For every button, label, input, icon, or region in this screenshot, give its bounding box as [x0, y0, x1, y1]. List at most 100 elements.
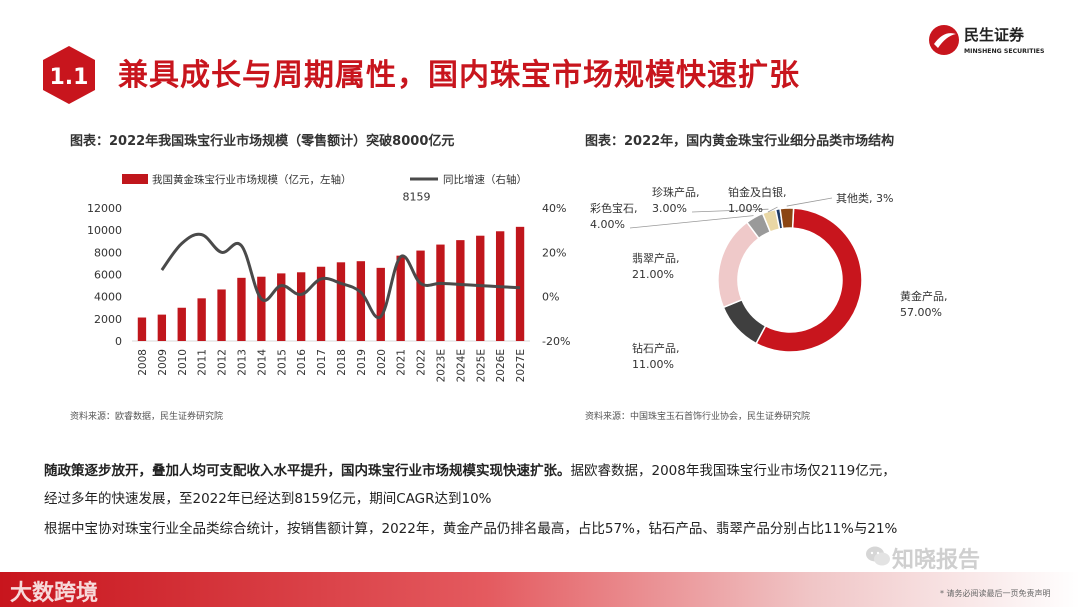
bar	[376, 267, 385, 341]
y-right-tick-label: -20%	[542, 335, 570, 348]
slice-label: 珍珠产品,	[652, 185, 700, 199]
bar	[316, 266, 326, 341]
y-right-tick-label: 20%	[542, 246, 566, 259]
bar	[336, 262, 346, 341]
x-tick-label: 2013	[236, 349, 248, 376]
bar	[296, 272, 306, 341]
bar	[356, 261, 366, 341]
slice-value-label: 11.00%	[632, 358, 674, 371]
x-tick-label: 2016	[296, 349, 308, 376]
x-tick-label: 2010	[177, 349, 189, 376]
chart1-title: 图表：2022年我国珠宝行业市场规模（零售额计）突破8000亿元	[70, 134, 455, 149]
donut-slice	[755, 207, 863, 353]
bar	[237, 277, 246, 341]
bar	[137, 317, 147, 341]
y-left-tick-label: 10000	[87, 224, 122, 237]
x-tick-label: 2015	[276, 349, 288, 376]
y-left-tick-label: 8000	[94, 246, 122, 259]
x-tick-label: 2008	[137, 349, 149, 376]
section-badge: 1.1	[43, 46, 95, 104]
x-tick-label: 2017	[316, 349, 328, 376]
y-left-tick-label: 6000	[94, 269, 122, 282]
slice-value-label: 3.00%	[652, 202, 687, 215]
section-badge-text: 1.1	[50, 65, 89, 90]
slice-label: 彩色宝石,	[590, 201, 638, 215]
slice-label: 其他类, 3%	[836, 191, 893, 205]
bar	[436, 244, 445, 341]
leader-line	[786, 197, 833, 207]
y-left-tick-label: 2000	[94, 313, 122, 326]
market-size-chart: 我国黄金珠宝行业市场规模（亿元，左轴） 同比增速（右轴） 0 2000 4000 600…	[87, 173, 570, 382]
legend-label-bars: 我国黄金珠宝行业市场规模（亿元，左轴）	[152, 173, 352, 186]
footer-brand: 大数跨境	[10, 581, 99, 606]
donut-slice	[779, 207, 795, 230]
donut-labels: 黄金产品, 57.00% 钻石产品, 11.00% 翡翠产品, 21.00% 彩色宝石, 4.…	[590, 185, 948, 371]
slice-label: 钻石产品,	[632, 341, 680, 355]
bar	[456, 240, 465, 341]
bar	[257, 276, 266, 341]
x-tick-label: 2025E	[475, 349, 487, 382]
growth-line-path	[160, 232, 521, 320]
paragraph-1-bold: 随政策逐步放开，叠加人均可支配收入水平提升，国内珠宝行业市场规模实现快速扩张。	[44, 463, 571, 479]
slice-label: 黄金产品,	[900, 289, 948, 303]
x-tick-label: 2019	[356, 349, 368, 376]
x-tick-label: 2022	[416, 349, 428, 376]
slice-label: 铂金及白银,	[728, 185, 787, 199]
x-tick-label: 2018	[336, 349, 348, 376]
y-right-tick-label: 0%	[542, 291, 559, 304]
bar	[177, 307, 186, 341]
slice-value-label: 4.00%	[590, 218, 625, 231]
slice-value-label: 21.00%	[632, 268, 674, 281]
logo-cn-text: 民生证券	[964, 26, 1025, 44]
x-tick-label: 2009	[157, 349, 169, 376]
chart1-growth-line	[160, 232, 521, 320]
category-structure-donut: 黄金产品, 57.00% 钻石产品, 11.00% 翡翠产品, 21.00% 彩色宝石, 4.…	[590, 185, 948, 371]
paragraph-1-rest: 据欧睿数据，2008年我国珠宝行业市场仅2119亿元，	[570, 463, 896, 479]
x-tick-label: 2014	[256, 349, 268, 376]
chart1-legend: 我国黄金珠宝行业市场规模（亿元，左轴） 同比增速（右轴）	[122, 173, 527, 186]
y-left-tick-label: 4000	[94, 291, 122, 304]
bar	[416, 250, 425, 341]
slice-label: 翡翠产品,	[632, 251, 680, 265]
bar	[157, 314, 167, 341]
y-left-tick-label: 0	[115, 335, 122, 348]
minsheng-logo: 民生证券 MINSHENG SECURITIES	[929, 25, 1044, 55]
legend-swatch-bars	[122, 174, 148, 184]
leader-line	[691, 208, 769, 213]
chart2-source: 资料来源：中国珠宝玉石首饰行业协会，民生证券研究院	[585, 412, 811, 422]
leader-line	[767, 206, 778, 213]
bar	[515, 226, 525, 341]
paragraph-1: 随政策逐步放开，叠加人均可支配收入水平提升，国内珠宝行业市场规模实现快速扩张。据…	[44, 459, 896, 479]
x-tick-label: 2011	[197, 349, 209, 376]
bar	[277, 273, 286, 341]
y-left-tick-label: 12000	[87, 202, 122, 215]
paragraph-3: 根据中宝协对珠宝行业全品类综合统计，按销售额计算，2022年，黄金产品仍排名最高…	[44, 521, 898, 537]
leader-line	[629, 215, 754, 229]
bar	[476, 235, 485, 341]
chart1-source: 资料来源：欧睿数据，民生证券研究院	[70, 412, 224, 422]
donut-slice	[717, 221, 760, 309]
x-tick-label: 2023E	[435, 349, 447, 382]
slice-value-label: 1.00%	[728, 202, 763, 215]
bar-annotation-8159: 8159	[403, 191, 431, 204]
logo-en-text: MINSHENG SECURITIES	[964, 48, 1044, 55]
x-tick-label: 2024E	[455, 349, 467, 382]
slice-value-label: 57.00%	[900, 306, 942, 319]
wechat-icon	[866, 546, 890, 566]
paragraph-2: 经过多年的快速发展，至2022年已经达到8159亿元，期间CAGR达到10%	[44, 491, 492, 507]
x-tick-label: 2026E	[495, 349, 507, 382]
donut-slices	[717, 207, 863, 353]
page-title: 兼具成长与周期属性，国内珠宝市场规模快速扩张	[118, 58, 800, 93]
footer-bar	[0, 572, 1080, 607]
x-tick-label: 2021	[396, 349, 408, 376]
legend-label-line: 同比增速（右轴）	[443, 173, 527, 186]
chart2-title: 图表：2022年，国内黄金珠宝行业细分品类市场结构	[585, 134, 895, 149]
donut-slice	[722, 298, 767, 345]
x-tick-label: 2027E	[515, 349, 527, 382]
disclaimer-note: * 请务必阅读最后一页免责声明	[940, 589, 1051, 598]
bar	[217, 289, 226, 341]
bar	[197, 298, 206, 341]
x-tick-label: 2012	[217, 349, 229, 376]
watermark-text: 知晓报告	[892, 548, 981, 573]
y-right-tick-label: 40%	[542, 202, 566, 215]
